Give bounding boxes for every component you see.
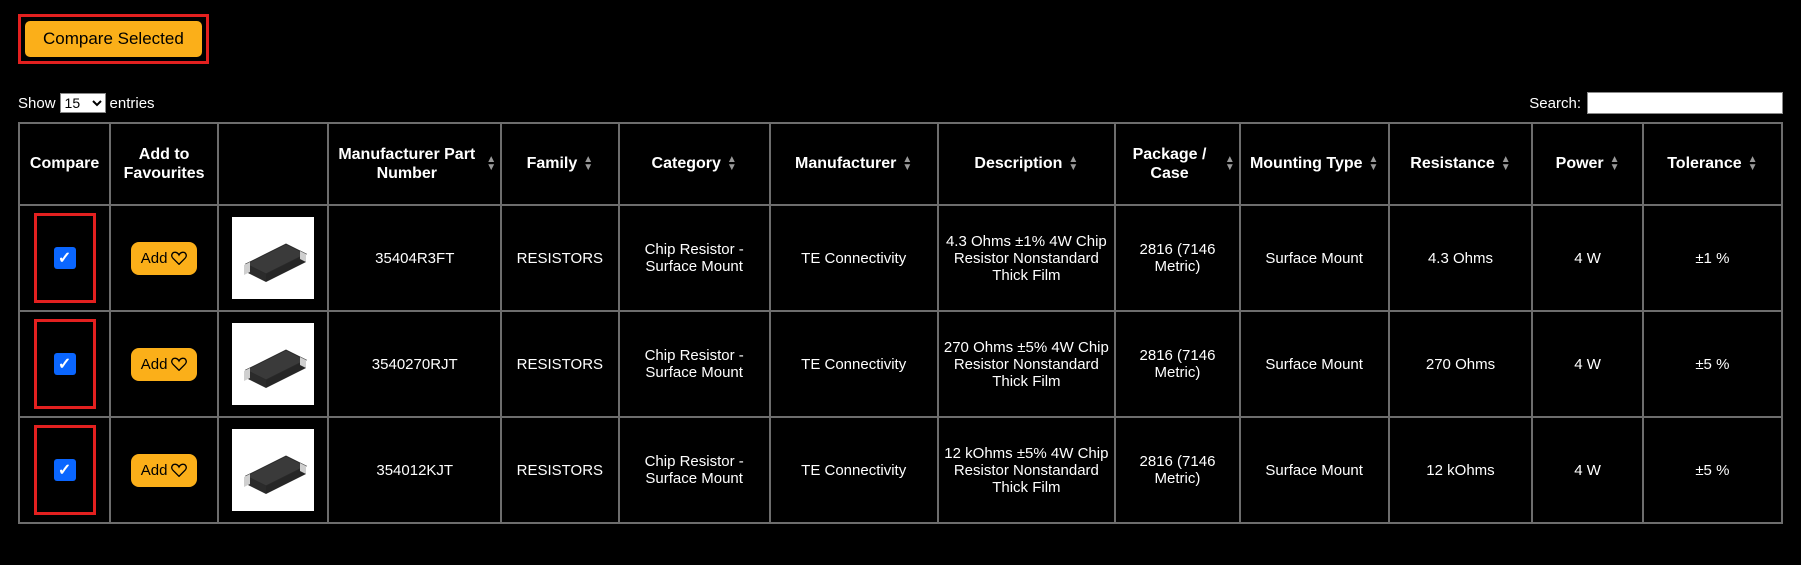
compare-checkbox[interactable] xyxy=(54,353,76,375)
mounting-cell: Surface Mount xyxy=(1240,311,1389,417)
column-header-img xyxy=(218,123,328,205)
column-header-tol[interactable]: Tolerance ▲▼ xyxy=(1643,123,1782,205)
power-cell: 4 W xyxy=(1532,205,1642,311)
table-row: Add 3540270RJTRESISTORSChip Resistor - Su… xyxy=(19,311,1782,417)
add-favourite-button[interactable]: Add xyxy=(131,454,198,487)
manufacturer-cell: TE Connectivity xyxy=(770,417,938,523)
add-label: Add xyxy=(141,462,168,479)
parts-table: Compare Add to Favourites Manufacturer Par… xyxy=(18,122,1783,524)
family-cell: RESISTORS xyxy=(501,417,619,523)
sort-icon[interactable]: ▲▼ xyxy=(727,156,737,172)
resistance-cell: 4.3 Ohms xyxy=(1389,205,1533,311)
tolerance-cell: ±5 % xyxy=(1643,417,1782,523)
search-control: Search: xyxy=(1529,92,1783,114)
header-label: Category xyxy=(652,154,721,173)
header-label: Mounting Type xyxy=(1250,154,1363,173)
column-header-res[interactable]: Resistance ▲▼ xyxy=(1389,123,1533,205)
column-header-mfr[interactable]: Manufacturer ▲▼ xyxy=(770,123,938,205)
resistance-cell: 270 Ohms xyxy=(1389,311,1533,417)
table-controls: Show 10152550100 entries Search: xyxy=(18,92,1783,114)
family-cell: RESISTORS xyxy=(501,205,619,311)
compare-checkbox[interactable] xyxy=(54,459,76,481)
compare-highlight xyxy=(34,213,96,303)
column-header-family[interactable]: Family ▲▼ xyxy=(501,123,619,205)
header-label: Tolerance xyxy=(1667,154,1741,173)
sort-icon[interactable]: ▲▼ xyxy=(583,156,593,172)
compare-selected-highlight: Compare Selected xyxy=(18,14,209,64)
header-label: Package / Case xyxy=(1120,145,1219,183)
column-header-mpn[interactable]: Manufacturer Part Number ▲▼ xyxy=(328,123,501,205)
sort-icon[interactable]: ▲▼ xyxy=(902,156,912,172)
table-row: Add 35404R3FTRESISTORSChip Resistor - Sur… xyxy=(19,205,1782,311)
column-header-desc[interactable]: Description ▲▼ xyxy=(938,123,1115,205)
table-row: Add 354012KJTRESISTORSChip Resistor - Sur… xyxy=(19,417,1782,523)
manufacturer-cell: TE Connectivity xyxy=(770,311,938,417)
sort-icon[interactable]: ▲▼ xyxy=(1501,156,1511,172)
sort-icon[interactable]: ▲▼ xyxy=(1748,156,1758,172)
power-cell: 4 W xyxy=(1532,311,1642,417)
show-label: Show xyxy=(18,95,56,112)
sort-icon[interactable]: ▲▼ xyxy=(1369,156,1379,172)
compare-highlight xyxy=(34,319,96,409)
entries-label: entries xyxy=(110,95,155,112)
family-cell: RESISTORS xyxy=(501,311,619,417)
description-cell: 270 Ohms ±5% 4W Chip Resistor Nonstandar… xyxy=(938,311,1115,417)
resistance-cell: 12 kOhms xyxy=(1389,417,1533,523)
part-thumbnail[interactable] xyxy=(232,323,314,405)
mpn-cell: 35404R3FT xyxy=(328,205,501,311)
header-label: Manufacturer Part Number xyxy=(333,145,480,183)
sort-icon[interactable]: ▲▼ xyxy=(1225,156,1235,172)
column-header-power[interactable]: Power ▲▼ xyxy=(1532,123,1642,205)
package-cell: 2816 (7146 Metric) xyxy=(1115,311,1240,417)
compare-checkbox[interactable] xyxy=(54,247,76,269)
column-header-fav: Add to Favourites xyxy=(110,123,218,205)
mounting-cell: Surface Mount xyxy=(1240,205,1389,311)
manufacturer-cell: TE Connectivity xyxy=(770,205,938,311)
column-header-compare: Compare xyxy=(19,123,110,205)
description-cell: 4.3 Ohms ±1% 4W Chip Resistor Nonstandar… xyxy=(938,205,1115,311)
part-thumbnail[interactable] xyxy=(232,429,314,511)
search-input[interactable] xyxy=(1587,92,1783,114)
category-cell: Chip Resistor - Surface Mount xyxy=(619,205,770,311)
mpn-cell: 354012KJT xyxy=(328,417,501,523)
sort-icon[interactable]: ▲▼ xyxy=(486,156,496,172)
search-label: Search: xyxy=(1529,95,1581,112)
mounting-cell: Surface Mount xyxy=(1240,417,1389,523)
header-label: Description xyxy=(974,154,1062,173)
header-label: Resistance xyxy=(1410,154,1495,173)
add-label: Add xyxy=(141,250,168,267)
sort-icon[interactable]: ▲▼ xyxy=(1610,156,1620,172)
header-label: Add to Favourites xyxy=(115,145,213,183)
heart-icon xyxy=(171,251,187,265)
tolerance-cell: ±1 % xyxy=(1643,205,1782,311)
entries-select[interactable]: 10152550100 xyxy=(60,93,106,113)
part-thumbnail[interactable] xyxy=(232,217,314,299)
package-cell: 2816 (7146 Metric) xyxy=(1115,205,1240,311)
column-header-pkg[interactable]: Package / Case ▲▼ xyxy=(1115,123,1240,205)
column-header-category[interactable]: Category ▲▼ xyxy=(619,123,770,205)
compare-selected-button[interactable]: Compare Selected xyxy=(24,20,203,58)
heart-icon xyxy=(171,463,187,477)
header-label: Manufacturer xyxy=(795,154,896,173)
description-cell: 12 kOhms ±5% 4W Chip Resistor Nonstandar… xyxy=(938,417,1115,523)
power-cell: 4 W xyxy=(1532,417,1642,523)
header-label: Family xyxy=(527,154,578,173)
header-label: Power xyxy=(1556,154,1604,173)
mpn-cell: 3540270RJT xyxy=(328,311,501,417)
heart-icon xyxy=(171,357,187,371)
package-cell: 2816 (7146 Metric) xyxy=(1115,417,1240,523)
compare-highlight xyxy=(34,425,96,515)
add-label: Add xyxy=(141,356,168,373)
show-entries-control: Show 10152550100 entries xyxy=(18,93,155,113)
category-cell: Chip Resistor - Surface Mount xyxy=(619,417,770,523)
tolerance-cell: ±5 % xyxy=(1643,311,1782,417)
add-favourite-button[interactable]: Add xyxy=(131,242,198,275)
column-header-mount[interactable]: Mounting Type ▲▼ xyxy=(1240,123,1389,205)
category-cell: Chip Resistor - Surface Mount xyxy=(619,311,770,417)
sort-icon[interactable]: ▲▼ xyxy=(1068,156,1078,172)
header-label: Compare xyxy=(30,154,99,173)
add-favourite-button[interactable]: Add xyxy=(131,348,198,381)
